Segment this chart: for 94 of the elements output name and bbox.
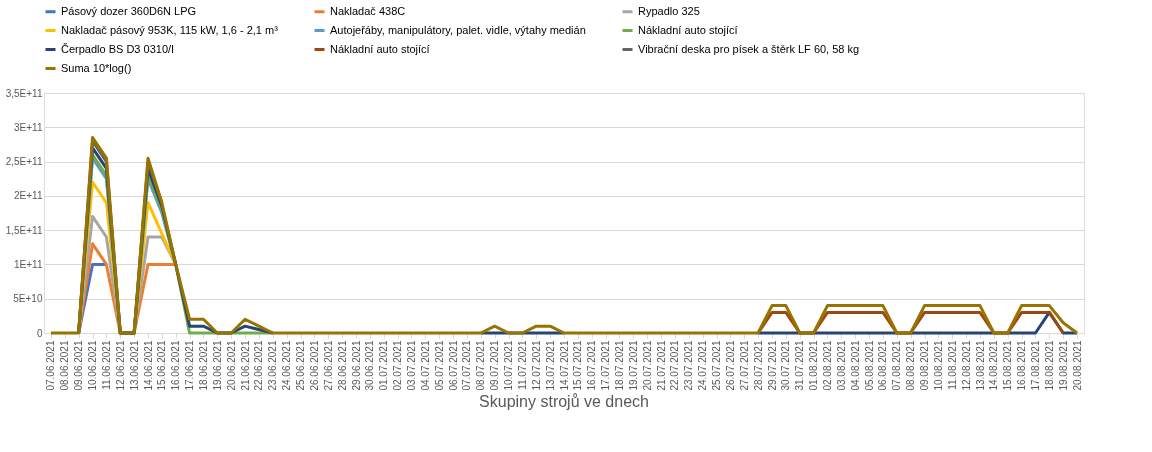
x-tick-label: 06.08.2021: [877, 340, 889, 391]
x-tick-label: 05.08.2021: [863, 340, 875, 391]
legend-label: Vibrační deska pro písek a štěrk LF 60, 58 kg: [638, 42, 860, 55]
y-tick-label: 1E+11: [14, 258, 43, 270]
x-tick-label: 30.06.2021: [364, 340, 376, 391]
x-tick-label: 01.08.2021: [808, 340, 820, 391]
x-tick-label: 29.07.2021: [766, 340, 778, 391]
x-tick-label: 08.08.2021: [905, 340, 917, 391]
text: Skupiny strojů ve dnech: [479, 393, 649, 411]
x-tick-label: 26.06.2021: [308, 340, 320, 391]
x-tick-label: 03.07.2021: [405, 340, 417, 391]
x-tick-label: 22.07.2021: [669, 340, 681, 391]
x-tick-label: 08.06.2021: [59, 340, 71, 391]
x-tick-label: 23.07.2021: [683, 340, 695, 391]
x-tick-label: 15.08.2021: [1002, 340, 1014, 391]
x-tick-label: 26.07.2021: [724, 340, 736, 391]
x-tick-label: 03.08.2021: [835, 340, 847, 391]
x-tick-label: 19.07.2021: [627, 340, 639, 391]
y-tick-label: 5E+10: [13, 293, 43, 305]
x-tick-label: 11.06.2021: [100, 340, 112, 390]
x-tick-label: 25.06.2021: [295, 340, 307, 391]
x-tick-label: 02.08.2021: [821, 340, 833, 391]
y-tick-label: 3E+11: [14, 121, 43, 133]
x-tick-label: 30.07.2021: [780, 340, 792, 391]
legend-label: Suma 10*log(): [61, 61, 132, 74]
x-tick-label: 09.08.2021: [919, 340, 931, 391]
x-tick-label: 21.07.2021: [655, 340, 667, 391]
x-tick-label: 21.06.2021: [239, 340, 251, 391]
x-tick-label: 27.07.2021: [738, 340, 750, 391]
x-tick-label: 16.06.2021: [170, 340, 182, 391]
x-tick-label: 14.06.2021: [142, 340, 154, 391]
legend-label: Nákladní auto stojící: [638, 23, 738, 36]
legend-label: Pásový dozer 360D6N LPG: [61, 4, 197, 17]
x-tick-label: 19.08.2021: [1057, 340, 1069, 391]
x-tick-label: 02.07.2021: [392, 340, 404, 391]
x-tick-label: 10.08.2021: [932, 340, 944, 391]
legend-label: Rypadlo 325: [638, 4, 700, 17]
legend-label: Nákladní auto stojící: [330, 42, 430, 55]
legend-label: Nakladač 438C: [330, 4, 406, 17]
x-tick-label: 22.06.2021: [253, 340, 265, 391]
x-tick-label: 18.08.2021: [1043, 340, 1055, 391]
x-tick-label: 08.07.2021: [475, 340, 487, 391]
x-tick-label: 12.07.2021: [530, 340, 542, 391]
x-tick-label: 07.07.2021: [461, 340, 473, 391]
x-tick-label: 25.07.2021: [711, 340, 723, 391]
x-tick-label: 09.06.2021: [73, 340, 85, 391]
x-tick-label: 28.07.2021: [752, 340, 764, 391]
x-tick-label: 20.07.2021: [641, 340, 653, 391]
x-tick-label: 07.06.2021: [45, 340, 57, 391]
x-tick-label: 24.06.2021: [281, 340, 293, 391]
x-tick-label: 10.06.2021: [87, 340, 99, 391]
x-tick-label: 14.07.2021: [558, 340, 570, 391]
y-tick-label: 3,5E+11: [5, 87, 43, 99]
x-tick-label: 20.08.2021: [1071, 340, 1083, 391]
y-tick-label: 2,5E+11: [5, 156, 43, 168]
x-tick-label: 15.07.2021: [572, 340, 584, 391]
x-tick-label: 10.07.2021: [503, 340, 515, 391]
x-tick-label: 27.06.2021: [322, 340, 334, 391]
x-tick-label: 01.07.2021: [378, 340, 390, 391]
x-tick-label: 11.08.2021: [946, 340, 958, 390]
y-tick-label: 2E+11: [14, 190, 43, 202]
x-tick-label: 13.07.2021: [544, 340, 556, 391]
x-tick-label: 06.07.2021: [447, 340, 459, 391]
x-tick-label: 13.08.2021: [974, 340, 986, 391]
x-tick-label: 12.08.2021: [960, 340, 972, 391]
x-tick-label: 17.07.2021: [600, 340, 612, 391]
x-tick-label: 18.06.2021: [197, 340, 209, 391]
x-tick-label: 23.06.2021: [267, 340, 279, 391]
x-tick-label: 19.06.2021: [211, 340, 223, 391]
x-tick-label: 16.07.2021: [586, 340, 598, 391]
x-tick-label: 18.07.2021: [613, 340, 625, 391]
x-tick-label: 17.06.2021: [184, 340, 196, 391]
x-tick-label: 20.06.2021: [225, 340, 237, 391]
x-tick-label: 05.07.2021: [433, 340, 445, 391]
x-tick-label: 29.06.2021: [350, 340, 362, 391]
x-tick-label: 28.06.2021: [336, 340, 348, 391]
x-tick-label: 09.07.2021: [489, 340, 501, 391]
legend-label: Čerpadlo BS D3 0310/I: [61, 42, 175, 55]
x-tick-label: 11.07.2021: [516, 340, 528, 390]
x-tick-label: 31.07.2021: [794, 340, 806, 391]
x-tick-label: 15.06.2021: [156, 340, 168, 391]
y-tick-label: 1,5E+11: [5, 224, 43, 236]
x-tick-label: 16.08.2021: [1016, 340, 1028, 391]
x-tick-label: 14.08.2021: [988, 340, 1000, 391]
x-tick-label: 04.08.2021: [849, 340, 861, 391]
x-tick-label: 13.06.2021: [128, 340, 140, 391]
y-tick-label: 0: [36, 327, 43, 339]
x-tick-label: 24.07.2021: [697, 340, 709, 391]
x-tick-label: 07.08.2021: [891, 340, 903, 391]
x-tick-label: 17.08.2021: [1029, 340, 1041, 391]
x-tick-label: 12.06.2021: [114, 340, 126, 391]
legend-label: Autojeřáby, manipulátory, palet. vidle, výtahy medián: [330, 23, 586, 36]
x-tick-label: 04.07.2021: [419, 340, 431, 391]
legend-label: Nakladač pásový 953K, 115 kW, 1,6 - 2,1 m³: [61, 23, 279, 36]
